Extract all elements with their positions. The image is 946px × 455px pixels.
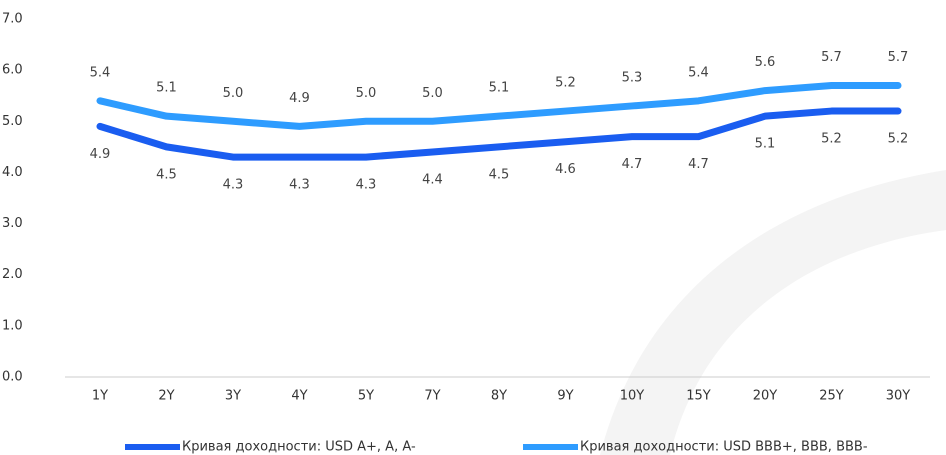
x-tick-label: 1Y (92, 389, 108, 404)
x-tick-label: 2Y (158, 389, 174, 404)
x-tick-label: 20Y (753, 389, 778, 404)
data-label: 5.3 (622, 70, 643, 85)
data-label: 5.2 (888, 132, 909, 147)
x-tick-label: 8Y (491, 389, 507, 404)
x-tick-label: 15Y (686, 389, 711, 404)
x-tick-label: 3Y (225, 389, 241, 404)
y-tick-label: 3.0 (2, 216, 23, 231)
data-label: 4.3 (356, 178, 377, 193)
data-label: 5.0 (223, 86, 244, 101)
data-label: 4.4 (422, 172, 443, 187)
y-tick-label: 5.0 (2, 114, 23, 129)
y-tick-label: 7.0 (2, 12, 23, 27)
y-tick-label: 6.0 (2, 63, 23, 78)
y-tick-label: 1.0 (2, 318, 23, 333)
data-label: 4.7 (622, 157, 643, 172)
data-label: 4.5 (156, 167, 177, 182)
y-tick-label: 4.0 (2, 165, 23, 180)
y-tick-label: 0.0 (2, 370, 23, 385)
data-label: 5.6 (755, 55, 776, 70)
data-label: 5.0 (422, 86, 443, 101)
legend-label: Кривая доходности: USD A+, A, A- (182, 440, 416, 455)
legend-label: Кривая доходности: USD BBB+, BBB, BBB- (580, 440, 868, 455)
x-tick-label: 4Y (291, 389, 307, 404)
data-label: 4.7 (688, 157, 709, 172)
data-label: 4.6 (555, 162, 576, 177)
data-label: 4.3 (289, 178, 310, 193)
series-line (96, 81, 902, 130)
data-label: 5.2 (821, 132, 842, 147)
watermark (600, 170, 946, 455)
data-label: 4.9 (289, 91, 310, 106)
x-tick-label: 25Y (819, 389, 844, 404)
x-tick-label: 5Y (358, 389, 374, 404)
data-label: 5.4 (90, 65, 111, 80)
data-label: 5.0 (356, 86, 377, 101)
data-label: 5.7 (888, 50, 909, 65)
data-label: 5.1 (489, 81, 510, 96)
data-label: 5.2 (555, 76, 576, 91)
x-tick-label: 30Y (886, 389, 911, 404)
y-tick-label: 2.0 (2, 267, 23, 282)
data-label: 5.4 (688, 65, 709, 80)
data-label: 5.7 (821, 50, 842, 65)
data-label: 5.1 (156, 81, 177, 96)
data-label: 4.5 (489, 167, 510, 182)
data-label: 4.9 (90, 147, 111, 162)
data-label: 5.1 (755, 137, 776, 152)
series-line (96, 107, 902, 161)
data-label: 4.3 (223, 178, 244, 193)
x-tick-label: 7Y (424, 389, 440, 404)
x-tick-label: 10Y (620, 389, 645, 404)
x-tick-label: 9Y (557, 389, 573, 404)
